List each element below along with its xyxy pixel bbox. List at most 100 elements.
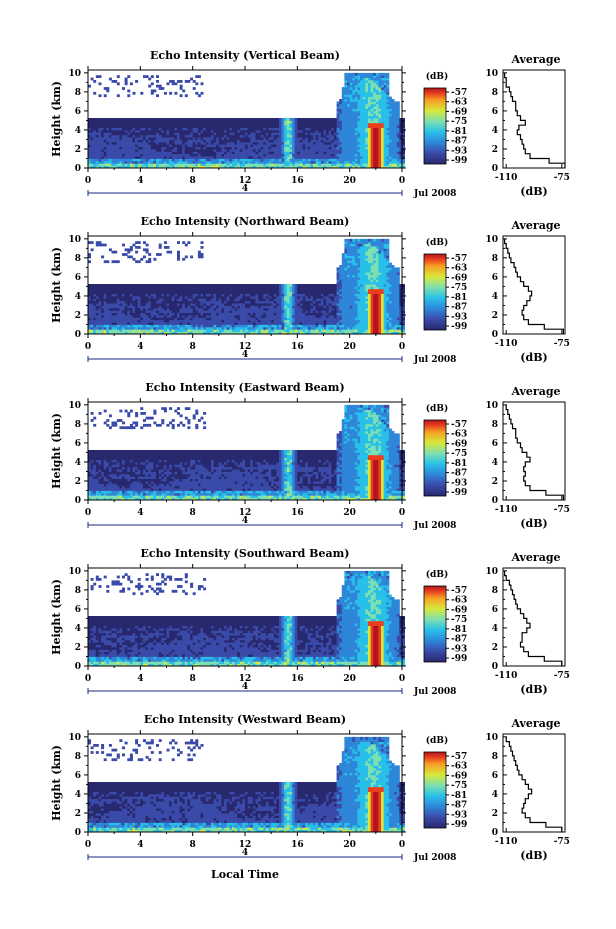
profile-x-tick-label: -110 <box>495 837 518 847</box>
colorbar-unit: (dB) <box>426 237 448 248</box>
colorbar-tick-label: -75 <box>451 449 467 459</box>
y-tick-label: 6 <box>75 771 81 781</box>
x-tick-label: 0 <box>399 176 405 186</box>
profile-y-tick-label: 2 <box>492 145 498 155</box>
profile-y-tick-label: 4 <box>492 126 498 136</box>
y-tick-label: 8 <box>75 88 81 98</box>
x-tick-label: 0 <box>399 674 405 684</box>
colorbar-tick-label: -87 <box>451 469 467 479</box>
y-axis-label: Height (km) <box>50 579 63 655</box>
colorbar-tick-label: -81 <box>451 459 467 469</box>
date-label: Jul 2008 <box>413 687 456 697</box>
panel-5: Echo Intensity (Westward Beam)0246810Hei… <box>50 713 570 863</box>
heatmap-cells <box>88 405 405 501</box>
x-tick-label: 20 <box>343 840 356 850</box>
colorbar-tick-label: -81 <box>451 791 467 801</box>
profile-y-tick-label: 8 <box>492 752 498 762</box>
y-tick-label: 2 <box>75 643 81 653</box>
y-tick-label: 4 <box>75 126 81 136</box>
colorbar-unit: (dB) <box>426 403 448 414</box>
colorbar-tick-label: -93 <box>451 146 467 156</box>
y-tick-label: 8 <box>75 752 81 762</box>
y-tick-label: 0 <box>75 828 81 838</box>
y-axis-label: Height (km) <box>50 81 63 157</box>
profile-x-label: (dB) <box>520 849 547 862</box>
x-tick-label: 8 <box>190 840 196 850</box>
panel-title: Echo Intensity (Southward Beam) <box>141 547 350 560</box>
colorbar-tick-label: -63 <box>451 264 467 274</box>
profile-y-tick-label: 2 <box>492 643 498 653</box>
profile-line <box>505 239 564 334</box>
x-tick-label: 4 <box>137 342 143 352</box>
colorbar-tick-label: -57 <box>451 420 467 430</box>
profile-y-tick-label: 8 <box>492 254 498 264</box>
colorbar-tick-label: -57 <box>451 88 467 98</box>
x-tick-label: 4 <box>137 840 143 850</box>
y-tick-label: 2 <box>75 311 81 321</box>
profile-title: Average <box>510 717 560 730</box>
x-tick-label: 0 <box>85 342 91 352</box>
y-tick-label: 6 <box>75 273 81 283</box>
profile-y-tick-label: 8 <box>492 420 498 430</box>
y-tick-label: 0 <box>75 164 81 174</box>
profile-frame <box>503 236 565 334</box>
colorbar-tick-label: -93 <box>451 810 467 820</box>
profile-y-tick-label: 4 <box>492 292 498 302</box>
day-marker: 4 <box>242 516 248 526</box>
profile-frame <box>503 402 565 500</box>
x-tick-label: 16 <box>291 840 304 850</box>
profile-y-tick-label: 8 <box>492 586 498 596</box>
profile-y-tick-label: 4 <box>492 624 498 634</box>
colorbar-tick-label: -99 <box>451 322 467 332</box>
colorbar-tick-label: -63 <box>451 430 467 440</box>
panel-title: Echo Intensity (Eastward Beam) <box>145 381 344 394</box>
colorbar <box>424 88 446 164</box>
colorbar-tick-label: -75 <box>451 283 467 293</box>
y-tick-label: 0 <box>75 662 81 672</box>
colorbar-tick-label: -99 <box>451 820 467 830</box>
y-tick-label: 0 <box>75 330 81 340</box>
y-tick-label: 6 <box>75 605 81 615</box>
colorbar-tick-label: -57 <box>451 586 467 596</box>
colorbar-tick-label: -93 <box>451 312 467 322</box>
profile-title: Average <box>510 385 560 398</box>
heatmap-cells <box>88 239 405 335</box>
colorbar-tick-label: -87 <box>451 801 467 811</box>
day-marker: 4 <box>242 184 248 194</box>
colorbar-tick-label: -81 <box>451 625 467 635</box>
x-tick-label: 16 <box>291 674 304 684</box>
panels: Echo Intensity (Vertical Beam)0246810Hei… <box>50 49 570 863</box>
panel-3: Echo Intensity (Eastward Beam)0246810Hei… <box>50 381 570 531</box>
x-tick-label: 4 <box>137 176 143 186</box>
colorbar-tick-label: -87 <box>451 137 467 147</box>
profile-frame <box>503 568 565 666</box>
colorbar-tick-label: -99 <box>451 654 467 664</box>
profile-y-tick-label: 10 <box>485 69 498 79</box>
colorbar-unit: (dB) <box>426 71 448 82</box>
colorbar <box>424 586 446 662</box>
colorbar-tick-label: -69 <box>451 771 467 781</box>
profile-x-tick-label: -75 <box>554 505 570 515</box>
colorbar-tick-label: -75 <box>451 615 467 625</box>
colorbar-tick-label: -63 <box>451 596 467 606</box>
profile-x-tick-label: -75 <box>554 339 570 349</box>
profile-y-tick-label: 10 <box>485 401 498 411</box>
colorbar-tick-label: -93 <box>451 478 467 488</box>
x-tick-label: 8 <box>190 342 196 352</box>
colorbar-tick-label: -99 <box>451 156 467 166</box>
colorbar-tick-label: -75 <box>451 117 467 127</box>
date-label: Jul 2008 <box>413 853 456 863</box>
profile-y-tick-label: 10 <box>485 733 498 743</box>
colorbar-unit: (dB) <box>426 569 448 580</box>
profile-line <box>505 73 565 168</box>
day-marker: 4 <box>242 350 248 360</box>
y-axis-label: Height (km) <box>50 413 63 489</box>
profile-x-tick-label: -75 <box>554 173 570 183</box>
panel-2: Echo Intensity (Northward Beam)0246810He… <box>50 215 570 365</box>
profile-line <box>506 737 562 832</box>
profile-x-label: (dB) <box>520 185 547 198</box>
colorbar-tick-label: -75 <box>451 781 467 791</box>
panel-title: Echo Intensity (Westward Beam) <box>144 713 346 726</box>
y-tick-label: 6 <box>75 107 81 117</box>
panel-4: Echo Intensity (Southward Beam)0246810He… <box>50 547 570 697</box>
